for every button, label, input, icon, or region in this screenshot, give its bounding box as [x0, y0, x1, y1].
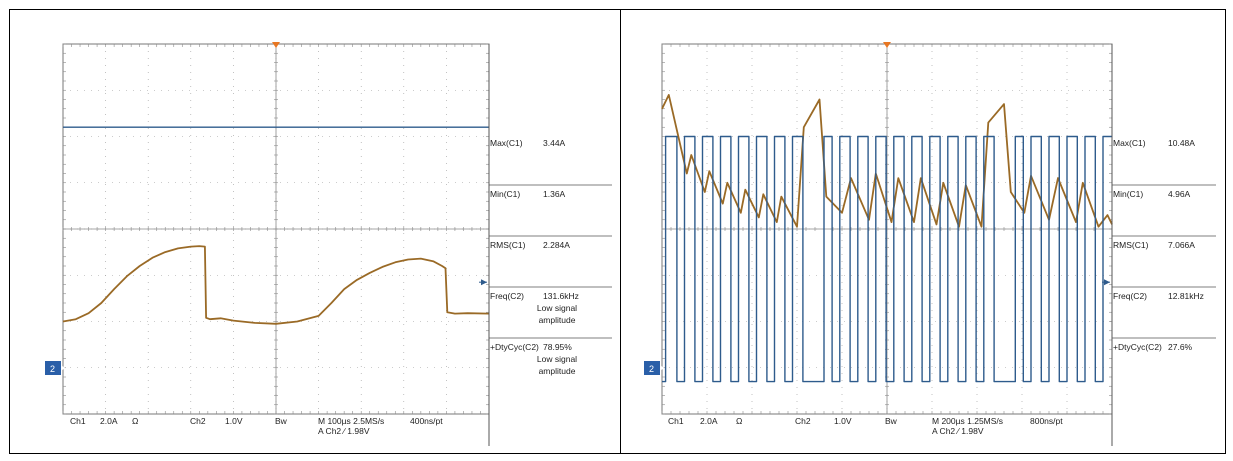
ch2-ground-marker-arrow	[660, 365, 664, 371]
status-field: 2.0A	[700, 416, 718, 426]
status-field: Bw	[275, 416, 288, 426]
measurement-note: Low signal	[537, 354, 577, 364]
status-field: Bw	[885, 416, 898, 426]
status-field: 2.0A	[100, 416, 118, 426]
status-field: 1.0V	[834, 416, 852, 426]
status-field: 1.0V	[225, 416, 243, 426]
status-field: Ω	[736, 416, 742, 426]
measurement-label: Freq(C2)	[490, 291, 524, 301]
measurement-note: amplitude	[539, 315, 576, 325]
status-field: Ω	[132, 416, 138, 426]
ch2-ground-marker-label: 2	[50, 364, 55, 374]
measurement-label: Max(C1)	[490, 138, 523, 148]
status-trigger-info: A Ch2 ∕ 1.98V	[318, 426, 370, 436]
status-field: Ch1	[70, 416, 86, 426]
measurement-value: 7.066A	[1168, 240, 1195, 250]
measurement-value: 4.96A	[1168, 189, 1191, 199]
page-border	[9, 9, 1226, 454]
ch2-ground-marker-arrow	[61, 365, 65, 371]
page-divider	[620, 9, 621, 454]
measurement-note: amplitude	[539, 366, 576, 376]
measurement-label: +DtyCyc(C2)	[1113, 342, 1162, 352]
measurement-value: 3.44A	[543, 138, 566, 148]
status-trigger-info: A Ch2 ∕ 1.98V	[932, 426, 984, 436]
status-field: Ch2	[795, 416, 811, 426]
ch2-ground-marker	[644, 361, 660, 375]
measurement-label: Min(C1)	[490, 189, 520, 199]
ch2-ground-marker	[45, 361, 61, 375]
status-field: M 200µs 1.25MS/s	[932, 416, 1003, 426]
status-field: Ch2	[190, 416, 206, 426]
status-field: M 100µs 2.5MS/s	[318, 416, 384, 426]
status-field: Ch1	[668, 416, 684, 426]
measurement-label: RMS(C1)	[490, 240, 526, 250]
status-field: 800ns/pt	[1030, 416, 1063, 426]
measurement-note: Low signal	[537, 303, 577, 313]
ch2-ground-marker-label: 2	[649, 364, 654, 374]
status-field: 400ns/pt	[410, 416, 443, 426]
measurement-label: Min(C1)	[1113, 189, 1143, 199]
trigger-position-marker	[883, 42, 891, 48]
measurement-label: Freq(C2)	[1113, 291, 1147, 301]
measurement-label: Max(C1)	[1113, 138, 1146, 148]
measurement-value: 12.81kHz	[1168, 291, 1204, 301]
measurement-label: RMS(C1)	[1113, 240, 1149, 250]
measurement-value: 131.6kHz	[543, 291, 579, 301]
measurement-value: 78.95%	[543, 342, 572, 352]
measurement-value: 10.48A	[1168, 138, 1195, 148]
measurement-value: 1.36A	[543, 189, 566, 199]
ch2-voltage-trace	[662, 135, 1112, 383]
ch1-current-trace	[62, 245, 490, 325]
measurement-value: 27.6%	[1168, 342, 1193, 352]
measurement-value: 2.284A	[543, 240, 570, 250]
trigger-position-marker	[272, 42, 280, 48]
measurement-label: +DtyCyc(C2)	[490, 342, 539, 352]
